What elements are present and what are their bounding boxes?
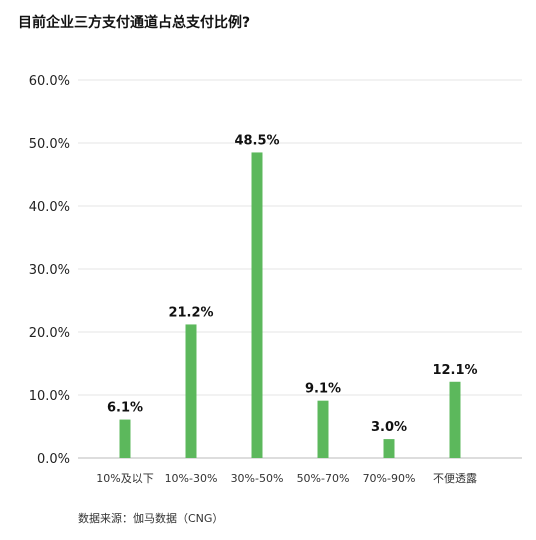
y-tick-label: 10.0% — [29, 389, 70, 404]
y-tick-label: 40.0% — [29, 200, 70, 215]
data-label: 6.1% — [107, 401, 143, 416]
x-tick-label: 50%-70% — [297, 472, 350, 485]
data-label: 48.5% — [234, 133, 279, 148]
data-label: 9.1% — [305, 382, 341, 397]
bar — [185, 324, 197, 458]
bar — [383, 439, 395, 458]
x-tick-label: 30%-50% — [231, 472, 284, 485]
data-label: 21.2% — [168, 305, 213, 320]
x-tick-label: 70%-90% — [363, 472, 416, 485]
data-label: 12.1% — [432, 363, 477, 378]
x-tick-label: 10%-30% — [165, 472, 218, 485]
data-label: 3.0% — [371, 420, 407, 435]
source-note: 数据来源：伽马数据（CNG） — [78, 512, 224, 525]
y-tick-label: 60.0% — [29, 74, 70, 89]
y-tick-label: 0.0% — [37, 452, 70, 467]
x-tick-label: 不便透露 — [433, 472, 477, 485]
x-tick-label: 10%及以下 — [96, 472, 153, 485]
y-tick-label: 50.0% — [29, 137, 70, 152]
chart-title: 目前企业三方支付通道占总支付比例? — [18, 15, 251, 31]
bar — [119, 419, 131, 458]
y-tick-label: 30.0% — [29, 263, 70, 278]
bar — [317, 400, 329, 458]
bar — [251, 152, 263, 458]
bar — [449, 381, 461, 458]
y-tick-label: 20.0% — [29, 326, 70, 341]
